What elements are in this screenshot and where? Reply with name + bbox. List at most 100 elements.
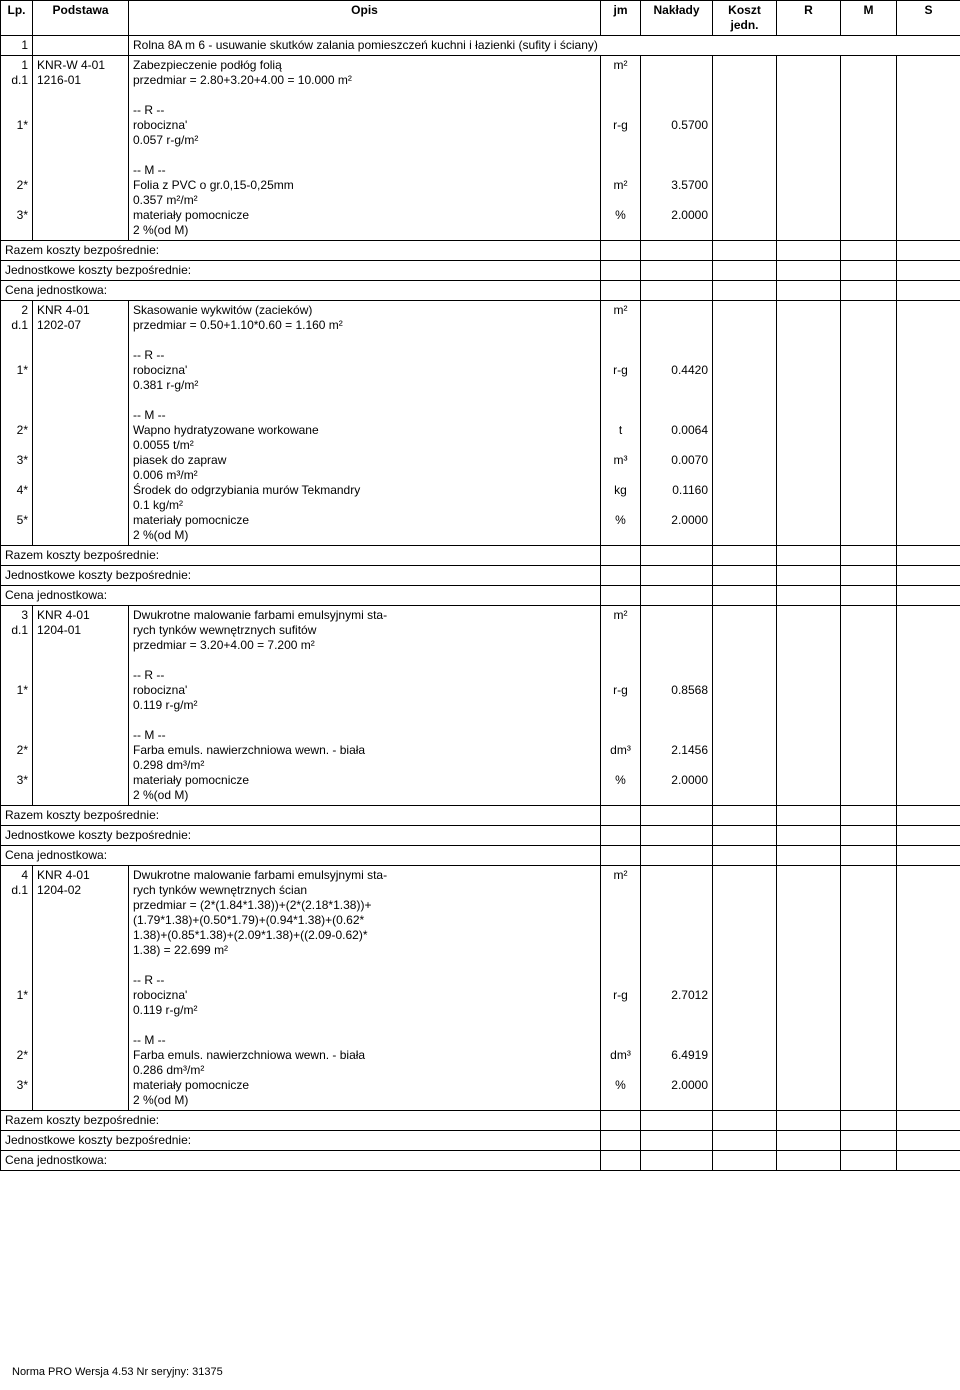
podstawa-cell: KNR 4-011204-02 [33, 866, 129, 1111]
empty-cell [777, 241, 841, 261]
koszt-cell [713, 301, 777, 546]
empty-cell [897, 1111, 960, 1131]
empty-cell [841, 846, 897, 866]
empty-cell [641, 566, 713, 586]
col-opis: Opis [129, 1, 601, 36]
col-podstawa: Podstawa [33, 1, 129, 36]
empty-cell [713, 1131, 777, 1151]
empty-cell [897, 241, 960, 261]
col-r: R [777, 1, 841, 36]
empty-cell [601, 241, 641, 261]
empty-cell [777, 806, 841, 826]
empty-cell [841, 1111, 897, 1131]
empty-cell [841, 1131, 897, 1151]
empty-cell [713, 261, 777, 281]
empty-cell [641, 1151, 713, 1171]
empty-cell [841, 241, 897, 261]
opis-cell: Dwukrotne malowanie farbami emulsyjnymi … [129, 866, 601, 1111]
summary-label: Razem koszty bezpośrednie: [1, 546, 601, 566]
empty-cell [897, 1131, 960, 1151]
summary-label: Razem koszty bezpośrednie: [1, 1111, 601, 1131]
naklady-cell: 0.8568 2.14562.0000 [641, 606, 713, 806]
col-jm: jm [601, 1, 641, 36]
empty-cell [897, 261, 960, 281]
summary-label: Jednostkowe koszty bezpośrednie: [1, 566, 601, 586]
koszt-cell [713, 56, 777, 241]
empty-cell [897, 806, 960, 826]
lp-cell: 4d.1 1* 2*3* [1, 866, 33, 1111]
empty-cell [713, 586, 777, 606]
podstawa-cell: KNR 4-011204-01 [33, 606, 129, 806]
empty-cell [777, 846, 841, 866]
summary-label: Cena jednostkowa: [1, 1151, 601, 1171]
empty-cell [897, 281, 960, 301]
lp-cell: 1d.1 1* 2*3* [1, 56, 33, 241]
jm-cell: m² r-g m²% [601, 56, 641, 241]
empty-cell [641, 261, 713, 281]
r-cell [777, 866, 841, 1111]
empty-cell [601, 826, 641, 846]
empty-cell [897, 586, 960, 606]
lp-cell: 1 [1, 36, 33, 56]
empty-cell [841, 1151, 897, 1171]
summary-row: Razem koszty bezpośrednie: [1, 241, 960, 261]
empty-cell [641, 241, 713, 261]
summary-label: Cena jednostkowa: [1, 281, 601, 301]
opis-cell: Skasowanie wykwitów (zacieków)przedmiar … [129, 301, 601, 546]
section-row: 1 Rolna 8A m 6 - usuwanie skutków zalania… [1, 36, 960, 56]
summary-label: Jednostkowe koszty bezpośrednie: [1, 261, 601, 281]
empty-cell [777, 546, 841, 566]
empty-cell [841, 566, 897, 586]
empty-cell [601, 261, 641, 281]
empty-cell [601, 1111, 641, 1131]
col-m: M [841, 1, 897, 36]
summary-label: Cena jednostkowa: [1, 846, 601, 866]
empty-cell [777, 281, 841, 301]
table-row: 2d.1 1* 2*3*4*5*KNR 4-011202-07 Skasowan… [1, 301, 960, 546]
table-row: 3d.1 1* 2*3*KNR 4-011204-01 Dwukrotne ma… [1, 606, 960, 806]
opis-cell: Rolna 8A m 6 - usuwanie skutków zalania … [129, 36, 960, 56]
empty-cell [713, 241, 777, 261]
empty-cell [777, 1131, 841, 1151]
empty-cell [641, 281, 713, 301]
summary-label: Cena jednostkowa: [1, 586, 601, 606]
empty-cell [841, 806, 897, 826]
naklady-cell: 0.5700 3.57002.0000 [641, 56, 713, 241]
s-cell [897, 866, 960, 1111]
r-cell [777, 56, 841, 241]
empty-cell [601, 546, 641, 566]
empty-cell [641, 586, 713, 606]
empty-cell [713, 1151, 777, 1171]
empty-cell [713, 806, 777, 826]
empty-cell [601, 806, 641, 826]
empty-cell [641, 846, 713, 866]
jm-cell: m² r-g dm³% [601, 866, 641, 1111]
empty-cell [713, 566, 777, 586]
empty-cell [641, 806, 713, 826]
m-cell [841, 301, 897, 546]
koszt-cell [713, 606, 777, 806]
m-cell [841, 56, 897, 241]
summary-row: Razem koszty bezpośrednie: [1, 1111, 960, 1131]
empty-cell [713, 1111, 777, 1131]
empty-cell [777, 261, 841, 281]
empty-cell [841, 546, 897, 566]
m-cell [841, 606, 897, 806]
s-cell [897, 56, 960, 241]
summary-label: Jednostkowe koszty bezpośrednie: [1, 826, 601, 846]
s-cell [897, 301, 960, 546]
jm-cell: m² r-g tm³kg% [601, 301, 641, 546]
table-body: 1 Rolna 8A m 6 - usuwanie skutków zalania… [1, 36, 960, 1171]
col-lp: Lp. [1, 1, 33, 36]
empty-cell [641, 1111, 713, 1131]
podstawa-cell [33, 36, 129, 56]
summary-row: Jednostkowe koszty bezpośrednie: [1, 826, 960, 846]
table-row: 4d.1 1* 2*3*KNR 4-011204-02 Dwukrotne ma… [1, 866, 960, 1111]
col-s: S [897, 1, 960, 36]
empty-cell [777, 1111, 841, 1131]
empty-cell [841, 281, 897, 301]
empty-cell [841, 826, 897, 846]
empty-cell [897, 546, 960, 566]
table-header-row: Lp. Podstawa Opis jm Nakłady Koszt jedn.… [1, 1, 960, 36]
naklady-cell: 2.7012 6.49192.0000 [641, 866, 713, 1111]
